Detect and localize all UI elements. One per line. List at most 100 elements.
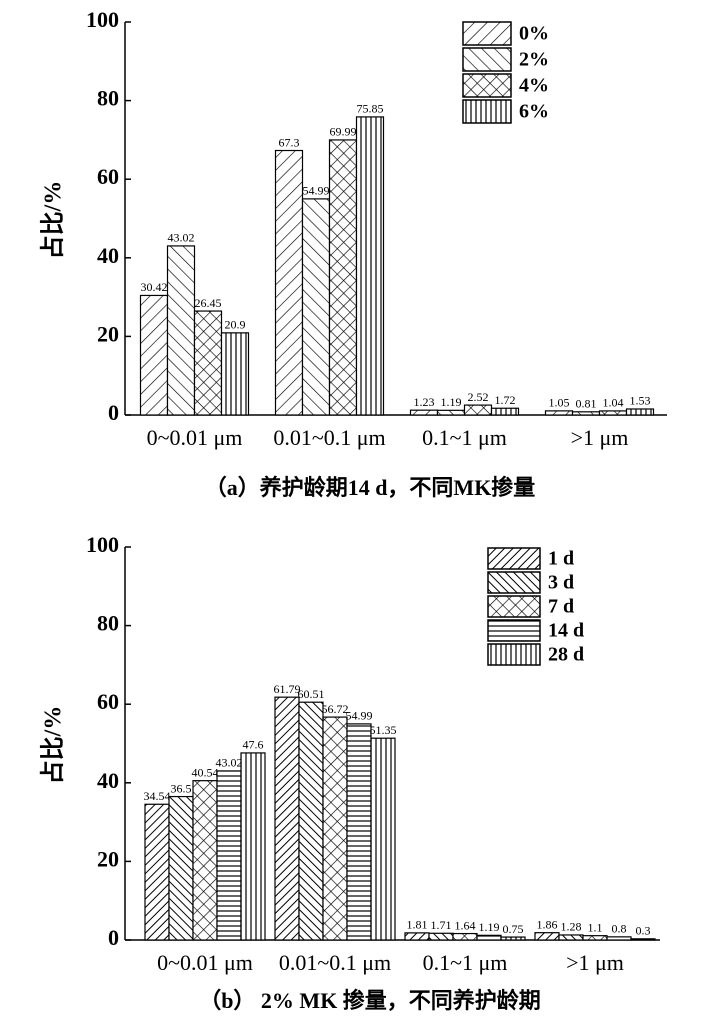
bar (606, 936, 632, 941)
bar (490, 407, 520, 416)
legend-swatch (487, 571, 541, 594)
y-tick-label: 80 (97, 86, 119, 111)
legend-label: 7 d (548, 596, 574, 618)
x-tick-label: 0~0.01 μm (147, 425, 243, 450)
legend-swatch (487, 643, 541, 666)
bar (436, 409, 466, 416)
bar (463, 404, 493, 416)
bar (571, 411, 601, 416)
value-label: 54.99 (303, 184, 330, 198)
bar (322, 716, 348, 941)
bar (355, 116, 385, 416)
bar (328, 139, 358, 416)
legend-swatch (462, 21, 512, 46)
y-axis-label: 占比/% (40, 181, 67, 260)
y-tick-label: 20 (97, 321, 119, 346)
bar (452, 932, 478, 941)
bar (409, 409, 439, 416)
bar (139, 294, 169, 416)
bar (216, 770, 242, 941)
bar (598, 410, 628, 416)
value-label: 1.1 (588, 920, 603, 934)
x-tick-label: 0.01~0.1 μm (279, 950, 391, 975)
value-label: 0.75 (503, 922, 524, 936)
bar (534, 932, 560, 941)
legend-label: 6% (519, 101, 549, 123)
caption: （a）养护龄期14 d，不同MK掺量 (205, 475, 536, 500)
legend-label: 1 d (548, 548, 574, 570)
y-tick-label: 100 (86, 532, 119, 557)
value-label: 0.8 (612, 922, 627, 936)
x-tick-label: >1 μm (571, 425, 629, 450)
x-tick-label: 0.01~0.1 μm (273, 425, 385, 450)
value-label: 2.52 (468, 390, 489, 404)
x-tick-label: >1 μm (566, 950, 624, 975)
x-tick-label: 0~0.01 μm (157, 950, 253, 975)
bar (558, 934, 584, 941)
value-label: 51.35 (370, 723, 397, 737)
x-tick-label: 0.1~1 μm (422, 425, 507, 450)
value-label: 67.3 (279, 135, 300, 149)
value-label: 1.19 (479, 920, 500, 934)
bar (240, 752, 266, 941)
value-label: 30.42 (141, 280, 168, 294)
y-tick-label: 0 (108, 400, 119, 425)
bar (168, 795, 194, 941)
value-label: 0.81 (576, 397, 597, 411)
bar (192, 780, 218, 941)
x-tick-label: 0.1~1 μm (423, 950, 508, 975)
value-label: 1.28 (561, 920, 582, 934)
legend-swatch (487, 547, 541, 570)
value-label: 20.9 (225, 318, 246, 332)
bar (274, 696, 300, 941)
value-label: 1.23 (414, 395, 435, 409)
bar (193, 310, 223, 416)
bar (630, 938, 656, 941)
value-label: 1.05 (549, 396, 570, 410)
bar (544, 410, 574, 416)
legend-label: 28 d (548, 644, 584, 666)
value-label: 1.19 (441, 395, 462, 409)
legend-swatch (462, 99, 512, 124)
legend-label: 2% (519, 49, 549, 71)
legend-label: 3 d (548, 572, 574, 594)
value-label: 1.86 (537, 917, 558, 931)
bar (370, 737, 396, 941)
legend-swatch (462, 73, 512, 98)
y-tick-label: 60 (97, 689, 119, 714)
value-label: 43.02 (168, 231, 195, 245)
value-label: 1.04 (603, 396, 624, 410)
legend-swatch (487, 619, 541, 642)
value-label: 26.45 (195, 296, 222, 310)
value-label: 1.81 (407, 918, 428, 932)
y-tick-label: 40 (97, 243, 119, 268)
bar (582, 935, 608, 941)
y-tick-label: 100 (86, 7, 119, 32)
bar (220, 332, 250, 416)
value-label: 54.99 (346, 709, 373, 723)
value-label: 47.6 (243, 738, 264, 752)
value-label: 1.71 (431, 918, 452, 932)
bar (404, 932, 430, 941)
bar (476, 934, 502, 941)
bar (166, 245, 196, 416)
y-tick-label: 80 (97, 611, 119, 636)
y-tick-label: 40 (97, 768, 119, 793)
y-tick-label: 60 (97, 164, 119, 189)
value-label: 1.72 (495, 393, 516, 407)
value-label: 1.64 (455, 918, 476, 932)
value-label: 36.5 (171, 781, 192, 795)
bar (500, 936, 526, 941)
value-label: 43.02 (216, 756, 243, 770)
bar (298, 701, 324, 941)
value-label: 0.3 (636, 924, 651, 938)
legend-label: 14 d (548, 620, 584, 642)
value-label: 34.54 (144, 789, 171, 803)
bar (346, 723, 372, 941)
y-tick-label: 20 (97, 846, 119, 871)
legend-label: 0% (519, 23, 549, 45)
legend-swatch (487, 595, 541, 618)
value-label: 75.85 (357, 102, 384, 116)
bar (428, 932, 454, 941)
